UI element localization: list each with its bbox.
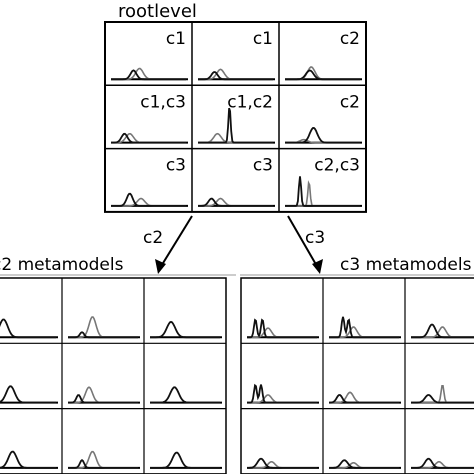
cell-label: c2 [340,92,360,112]
density-curve-primary [329,394,399,404]
root-cell: c3 [111,156,188,207]
density-curve-primary [68,394,138,404]
density-curve-primary [111,69,186,81]
root-frame [104,21,367,213]
root-cell: c2,c3 [285,156,362,207]
right-cell [247,318,319,339]
density-curve-secondary [111,67,186,81]
right-cell [411,385,474,404]
density-curve-primary [285,176,360,207]
left-cell [150,320,222,339]
cell-label: c2 [340,29,360,49]
left-panel-title: c2 metamodels [0,255,124,275]
density-curve-primary [411,457,474,469]
right-cell [329,459,401,469]
root-cell: c2 [285,92,362,144]
cell-label: c1,c3 [140,92,186,112]
right-grid [240,277,474,474]
left-grid [0,277,227,474]
density-curve-primary [329,316,399,339]
density-curve-primary [247,457,317,469]
density-curve-secondary [68,316,138,339]
density-curve-primary [150,451,220,469]
density-curve-primary [247,383,317,404]
right-cell [247,457,319,469]
root-title: rootlevel [118,1,197,22]
root-cell: c3 [198,156,275,207]
root-grid: c1 c1 c2 c1,c3 c1,c2 c2 c3 c3 c2,c3 [104,21,367,213]
cell-label: c3 [166,156,186,176]
right-arrow: c3 [287,215,325,274]
density-curve-primary [198,71,273,81]
left-cell [0,318,58,339]
density-curve-primary [198,197,273,207]
root-cell: c1 [198,29,275,81]
left-arrow-shaft [159,215,193,269]
density-curve-primary [150,386,220,404]
density-curve-primary [411,323,474,339]
density-curve-primary [0,318,56,339]
density-curve-primary [111,192,186,207]
density-curve-primary [0,450,56,469]
density-curve-primary [411,394,474,404]
density-curve-primary [285,69,360,81]
right-cell [411,323,474,339]
left-cell [68,386,140,404]
density-curve-primary [111,132,186,144]
right-cell [329,391,401,404]
cell-label: c1 [253,29,273,49]
density-curve-primary [285,126,360,144]
root-cell: c1,c2 [198,92,275,144]
left-arrow-label: c2 [143,228,163,248]
density-curve-primary [68,459,138,469]
cell-label: c2,c3 [314,156,360,176]
right-panel-title: c3 metamodels [340,255,472,275]
density-curve-secondary [329,391,399,404]
right-arrow-head [312,259,323,274]
cell-label: c3 [253,156,273,176]
left-cell [0,385,58,404]
density-curve-primary [0,385,56,404]
density-curve-secondary [285,66,360,81]
cell-label: c1 [166,29,186,49]
density-curve-primary [198,107,273,144]
left-frame [0,277,227,474]
right-cell [411,457,474,469]
left-cell [68,450,140,469]
density-curve-secondary [285,180,360,207]
density-curve-primary [150,320,220,339]
right-arrow-shaft [287,215,319,269]
left-cell [0,450,58,469]
left-cell [150,451,222,469]
left-cell [68,316,140,339]
right-cell [247,383,319,404]
root-cell: c1 [111,29,188,81]
density-curve-secondary [198,132,273,144]
density-curve-secondary [411,326,474,339]
right-arrow-label: c3 [305,228,325,248]
left-arrow-head [155,259,166,274]
density-curve-secondary [411,385,474,404]
left-arrow: c2 [143,215,193,274]
density-curve-primary [329,459,399,469]
right-frame [240,277,474,474]
left-cell [150,386,222,404]
density-curve-primary [247,318,317,339]
root-cell: c1,c3 [111,92,188,144]
density-curve-primary [68,331,138,339]
cell-label: c1,c2 [227,92,273,112]
root-cell: c2 [285,29,362,81]
right-cell [329,316,401,339]
